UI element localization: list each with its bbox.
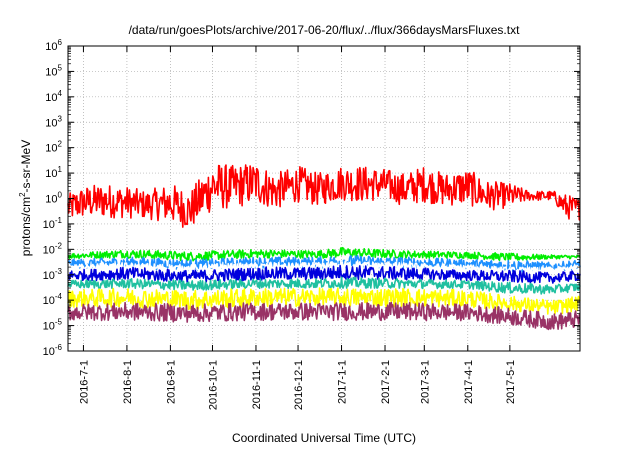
y-tick-label: 101: [45, 165, 62, 180]
y-tick-base: 10: [45, 117, 57, 129]
y-tick-exponent: -5: [55, 318, 63, 327]
x-tick-label: 2016-12-1: [293, 360, 305, 410]
y-tick-base: 10: [43, 244, 55, 256]
series-line: [67, 287, 581, 315]
x-tick-label: 2017-5-1: [505, 360, 517, 404]
y-tick-base: 10: [43, 270, 55, 282]
series-line: [67, 260, 581, 276]
y-tick-label: 10-6: [43, 343, 63, 358]
series-layer: [67, 164, 581, 331]
tick-layer: 10-610-510-410-310-210-11001011021031041…: [43, 38, 580, 410]
y-tick-label: 10-2: [43, 241, 63, 256]
grid-layer: [68, 46, 580, 351]
series-line: [67, 301, 581, 331]
y-axis-label-prefix: protons/cm: [19, 197, 33, 256]
y-tick-base: 10: [43, 321, 55, 333]
y-tick-base: 10: [45, 194, 57, 206]
y-tick-exponent: -3: [55, 267, 63, 276]
y-tick-exponent: -1: [55, 216, 63, 225]
y-tick-label: 10-4: [43, 292, 63, 307]
y-tick-exponent: -6: [55, 343, 63, 352]
y-tick-base: 10: [43, 295, 55, 307]
y-tick-base: 10: [45, 41, 57, 53]
y-tick-base: 10: [45, 168, 57, 180]
y-tick-base: 10: [43, 219, 55, 231]
y-tick-exponent: 1: [58, 165, 63, 174]
y-tick-base: 10: [45, 66, 57, 78]
x-tick-label: 2016-8-1: [122, 360, 134, 404]
y-tick-label: 100: [45, 191, 62, 206]
y-tick-exponent: 3: [58, 114, 63, 123]
y-tick-base: 10: [45, 92, 57, 104]
y-tick-exponent: -4: [55, 292, 63, 301]
y-tick-exponent: 4: [58, 89, 63, 98]
y-tick-label: 103: [45, 114, 62, 129]
series-line: [67, 255, 581, 273]
x-tick-label: 2016-10-1: [207, 360, 219, 410]
x-tick-label: 2016-11-1: [251, 360, 263, 409]
chart-title: /data/run/goesPlots/archive/2017-06-20/f…: [129, 23, 521, 37]
y-axis-label: protons/cm2-s-sr-MeV: [18, 140, 33, 256]
y-axis-label-suffix: -s-sr-MeV: [19, 140, 33, 193]
y-tick-exponent: 0: [58, 191, 63, 200]
x-tick-label: 2016-7-1: [78, 360, 90, 404]
y-tick-exponent: 5: [58, 63, 63, 72]
series-line: [67, 246, 581, 262]
x-tick-label: 2017-1-1: [337, 360, 349, 404]
y-tick-label: 10-5: [43, 318, 63, 333]
y-tick-label: 105: [45, 63, 62, 78]
y-tick-exponent: -2: [55, 241, 63, 250]
y-tick-label: 10-1: [43, 216, 63, 231]
y-tick-exponent: 2: [58, 140, 63, 149]
series-line: [67, 164, 581, 228]
series-line: [67, 264, 581, 284]
y-tick-base: 10: [43, 346, 55, 358]
y-tick-base: 10: [45, 143, 57, 155]
y-tick-label: 102: [45, 140, 62, 155]
x-tick-label: 2017-2-1: [380, 360, 392, 404]
x-tick-label: 2017-3-1: [419, 360, 431, 404]
y-tick-label: 106: [45, 38, 62, 53]
y-tick-label: 104: [45, 89, 62, 104]
y-axis-label-superscript: 2: [18, 192, 27, 197]
y-tick-label: 10-3: [43, 267, 63, 282]
x-tick-label: 2017-4-1: [463, 360, 475, 404]
y-tick-exponent: 6: [58, 38, 63, 47]
series-line: [67, 276, 581, 295]
x-tick-label: 2016-9-1: [165, 360, 177, 404]
x-axis-label: Coordinated Universal Time (UTC): [232, 431, 416, 445]
